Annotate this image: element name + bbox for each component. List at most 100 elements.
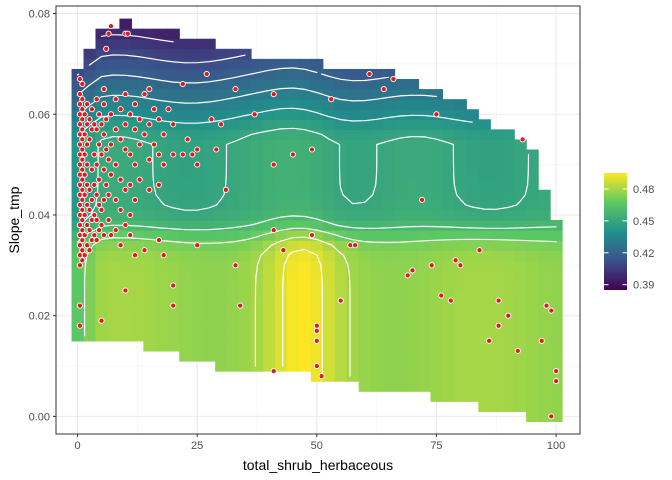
heatmap-cell: [382, 300, 396, 312]
heatmap-cell: [167, 179, 180, 191]
heatmap-cell: [322, 109, 336, 120]
heatmap-cell: [394, 340, 408, 352]
data-point: [328, 96, 335, 103]
heatmap-cell: [262, 109, 276, 120]
heatmap-cell: [406, 220, 420, 231]
heatmap-cell: [131, 209, 144, 221]
heatmap-cell: [131, 38, 144, 50]
heatmap-cell: [203, 270, 216, 282]
heatmap-cell: [83, 169, 97, 181]
data-point: [289, 151, 296, 158]
heatmap-cell: [83, 300, 97, 312]
heatmap-cell: [430, 240, 444, 251]
contour-line: [282, 248, 323, 377]
heatmap-cell: [466, 230, 479, 241]
legend-tick-label: 0.48: [633, 184, 654, 196]
heatmap-cell: [394, 240, 408, 251]
heatmap-cell: [95, 79, 109, 90]
heatmap-cell: [239, 199, 252, 211]
heatmap-cell: [191, 320, 204, 332]
heatmap-cell: [215, 300, 228, 312]
data-point: [76, 242, 83, 249]
heatmap-cell: [514, 260, 527, 271]
heatmap-cell: [490, 401, 503, 412]
heatmap-cell: [179, 48, 192, 60]
heatmap-cell: [83, 280, 97, 292]
data-point: [165, 106, 172, 113]
heatmap-cell: [382, 109, 396, 120]
data-point: [122, 287, 129, 294]
heatmap-cell: [251, 209, 264, 221]
heatmap-cell: [83, 270, 97, 282]
heatmap-cell: [418, 149, 432, 161]
data-point: [117, 242, 124, 249]
heatmap-cell: [478, 179, 491, 191]
data-point: [141, 131, 148, 138]
heatmap-cell: [107, 28, 120, 40]
heatmap-cell: [203, 230, 216, 241]
heatmap-cell: [227, 179, 240, 191]
heatmap-cell: [418, 330, 432, 342]
heatmap-cell: [310, 290, 324, 302]
heatmap-cell: [334, 371, 348, 382]
heatmap-cell: [406, 159, 420, 171]
heatmap-cell: [227, 300, 240, 312]
heatmap-cell: [227, 310, 240, 322]
heatmap-cell: [406, 280, 420, 292]
heatmap-cell: [191, 79, 204, 90]
data-point: [122, 91, 129, 98]
heatmap-cell: [143, 169, 156, 181]
heatmap-cell: [538, 381, 551, 392]
data-point: [98, 221, 105, 229]
heatmap-cell: [322, 330, 336, 342]
data-point: [107, 23, 115, 30]
data-point: [84, 121, 91, 128]
data-point: [86, 206, 93, 213]
heatmap-cell: [550, 411, 563, 423]
heatmap-cell: [167, 290, 180, 302]
heatmap-cell: [191, 250, 204, 261]
heatmap-cell: [430, 290, 444, 302]
heatmap-cell: [382, 179, 396, 191]
heatmap-cell: [430, 391, 444, 402]
heatmap-cell: [334, 139, 348, 151]
heatmap-cell: [382, 220, 396, 231]
heatmap-cell: [227, 139, 240, 151]
heatmap-cell: [274, 68, 288, 80]
heatmap-cell: [262, 240, 276, 251]
heatmap-cell: [203, 220, 216, 231]
heatmap-cell: [406, 129, 420, 141]
heatmap-cell: [298, 270, 312, 282]
heatmap-cell: [382, 310, 396, 322]
heatmap-cell: [119, 260, 132, 271]
heatmap-cell: [334, 179, 348, 191]
heatmap-cell: [167, 89, 180, 100]
data-point: [98, 206, 105, 213]
heatmap-cell: [502, 300, 515, 312]
heatmap-cell: [119, 189, 132, 201]
heatmap-cell: [262, 58, 276, 70]
heatmap-cell: [322, 149, 336, 161]
heatmap-cell: [274, 189, 288, 201]
heatmap-cell: [262, 360, 276, 372]
data-point: [151, 106, 158, 113]
heatmap-cell: [167, 310, 180, 322]
heatmap-cell: [310, 270, 324, 282]
data-point: [136, 141, 143, 148]
heatmap-cell: [406, 79, 420, 90]
heatmap-cell: [538, 411, 551, 423]
heatmap-cell: [406, 290, 420, 302]
heatmap-cell: [394, 89, 408, 100]
heatmap-cell: [370, 250, 384, 261]
heatmap-cell: [490, 350, 503, 362]
heatmap-cell: [203, 89, 216, 100]
heatmap-cell: [418, 340, 432, 352]
heatmap-cell: [466, 179, 479, 191]
heatmap-cell: [514, 149, 527, 161]
heatmap-cell: [227, 270, 240, 282]
heatmap-cell: [83, 250, 97, 261]
heatmap-cell: [322, 179, 336, 191]
x-axis-ticks: 0 25 50 75 100: [74, 434, 565, 452]
heatmap-cell: [346, 209, 360, 221]
heatmap-cell: [454, 189, 467, 201]
